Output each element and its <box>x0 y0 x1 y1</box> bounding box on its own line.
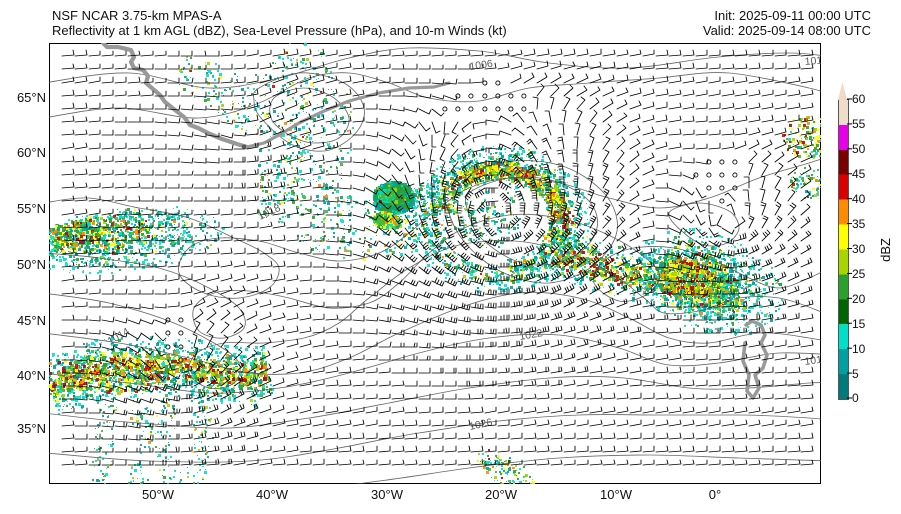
svg-text:1006: 1006 <box>469 58 494 73</box>
svg-text:1018: 1018 <box>256 202 282 223</box>
svg-text:1026: 1026 <box>468 416 493 433</box>
